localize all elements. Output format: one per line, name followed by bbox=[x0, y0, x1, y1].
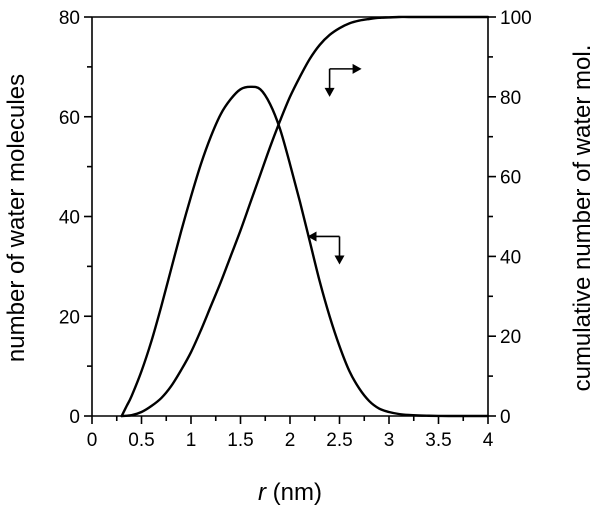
y-tick-label-left: 0 bbox=[69, 407, 80, 428]
x-axis-title: r (nm) bbox=[258, 479, 322, 506]
curves bbox=[120, 15, 490, 418]
y-tick-label-right: 0 bbox=[500, 407, 511, 428]
y-tick-label-left: 40 bbox=[59, 208, 80, 229]
x-tick-label: 0 bbox=[87, 430, 98, 451]
series-line-distribution bbox=[120, 85, 490, 418]
x-tick-label: 0.5 bbox=[128, 430, 154, 451]
x-tick-label: 2 bbox=[285, 430, 296, 451]
x-tick-label: 4 bbox=[483, 430, 494, 451]
y-tick-label-right: 20 bbox=[500, 327, 521, 348]
y-tick-label-left: 80 bbox=[59, 8, 80, 29]
x-tick-label: 3 bbox=[384, 430, 395, 451]
y-tick-label-right: 60 bbox=[500, 168, 521, 189]
arrow-right-head bbox=[352, 63, 362, 74]
ticks bbox=[84, 16, 496, 424]
axes bbox=[91, 16, 489, 417]
y-tick-label-left: 20 bbox=[59, 307, 80, 328]
series-line-cumulative bbox=[120, 15, 490, 418]
x-tick-label: 2.5 bbox=[326, 430, 352, 451]
y-tick-label-left: 60 bbox=[59, 108, 80, 129]
y-axis-title-left: number of water molecules bbox=[3, 74, 30, 362]
y-tick-label-right: 80 bbox=[500, 88, 521, 109]
x-tick-label: 3.5 bbox=[425, 430, 451, 451]
y-tick-label-right: 40 bbox=[500, 247, 521, 268]
y-tick-label-right: 100 bbox=[500, 8, 532, 29]
annotation-arrows bbox=[307, 63, 362, 265]
arrow-down-head bbox=[324, 87, 335, 97]
arrow-left-head bbox=[307, 231, 317, 242]
y-axis-title-right: cumulative number of water mol. bbox=[569, 45, 596, 392]
x-tick-label: 1.5 bbox=[227, 430, 253, 451]
x-tick-label: 1 bbox=[186, 430, 197, 451]
arrow-down-head-2 bbox=[334, 255, 345, 265]
